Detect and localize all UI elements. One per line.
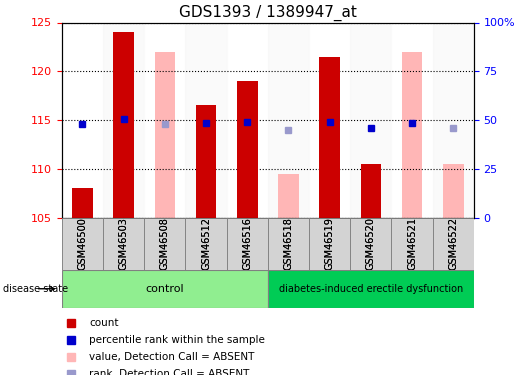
FancyBboxPatch shape [144,217,185,270]
FancyBboxPatch shape [103,217,144,270]
FancyBboxPatch shape [268,217,309,270]
Bar [227,22,268,218]
Text: GSM46522: GSM46522 [448,217,458,270]
Text: GSM46521: GSM46521 [407,217,417,270]
FancyBboxPatch shape [309,217,350,270]
FancyBboxPatch shape [350,217,391,270]
Bar [319,57,340,217]
Bar [350,22,391,218]
Text: GSM46521: GSM46521 [407,217,417,270]
Bar [185,22,227,218]
Text: GSM46516: GSM46516 [242,217,252,270]
Text: GSM46518: GSM46518 [283,217,294,270]
Bar [72,188,93,218]
Bar [278,174,299,217]
Bar [62,22,103,218]
Text: GSM46520: GSM46520 [366,217,376,270]
Text: GSM46522: GSM46522 [448,217,458,270]
FancyBboxPatch shape [185,217,227,270]
Bar [309,22,350,218]
Text: disease state: disease state [3,284,68,294]
Title: GDS1393 / 1389947_at: GDS1393 / 1389947_at [179,5,357,21]
Text: GSM46519: GSM46519 [324,217,335,270]
Bar [196,105,216,218]
Text: GSM46500: GSM46500 [77,217,88,270]
Text: GSM46500: GSM46500 [77,217,88,270]
Text: rank, Detection Call = ABSENT: rank, Detection Call = ABSENT [89,369,249,375]
Text: GSM46508: GSM46508 [160,217,170,270]
Text: GSM46512: GSM46512 [201,217,211,270]
Bar [113,32,134,218]
Bar [144,22,185,218]
Text: GSM46518: GSM46518 [283,217,294,270]
Text: GSM46519: GSM46519 [324,217,335,270]
Text: GSM46520: GSM46520 [366,217,376,270]
FancyBboxPatch shape [227,217,268,270]
Text: percentile rank within the sample: percentile rank within the sample [89,335,265,345]
Text: count: count [89,318,118,328]
Text: diabetes-induced erectile dysfunction: diabetes-induced erectile dysfunction [279,284,463,294]
Text: GSM46512: GSM46512 [201,217,211,270]
Bar [402,52,422,217]
Bar [237,81,258,218]
FancyBboxPatch shape [433,217,474,270]
Bar [154,52,175,217]
Bar [433,22,474,218]
Text: GSM46503: GSM46503 [118,217,129,270]
FancyBboxPatch shape [391,217,433,270]
Bar [443,164,464,218]
Text: GSM46503: GSM46503 [118,217,129,270]
Text: GSM46508: GSM46508 [160,217,170,270]
Bar [360,164,381,218]
Bar [103,22,144,218]
FancyBboxPatch shape [62,270,268,308]
Bar [391,22,433,218]
Text: GSM46516: GSM46516 [242,217,252,270]
Text: value, Detection Call = ABSENT: value, Detection Call = ABSENT [89,352,254,362]
FancyBboxPatch shape [62,217,103,270]
FancyBboxPatch shape [268,270,474,308]
Text: control: control [146,284,184,294]
Bar [268,22,309,218]
